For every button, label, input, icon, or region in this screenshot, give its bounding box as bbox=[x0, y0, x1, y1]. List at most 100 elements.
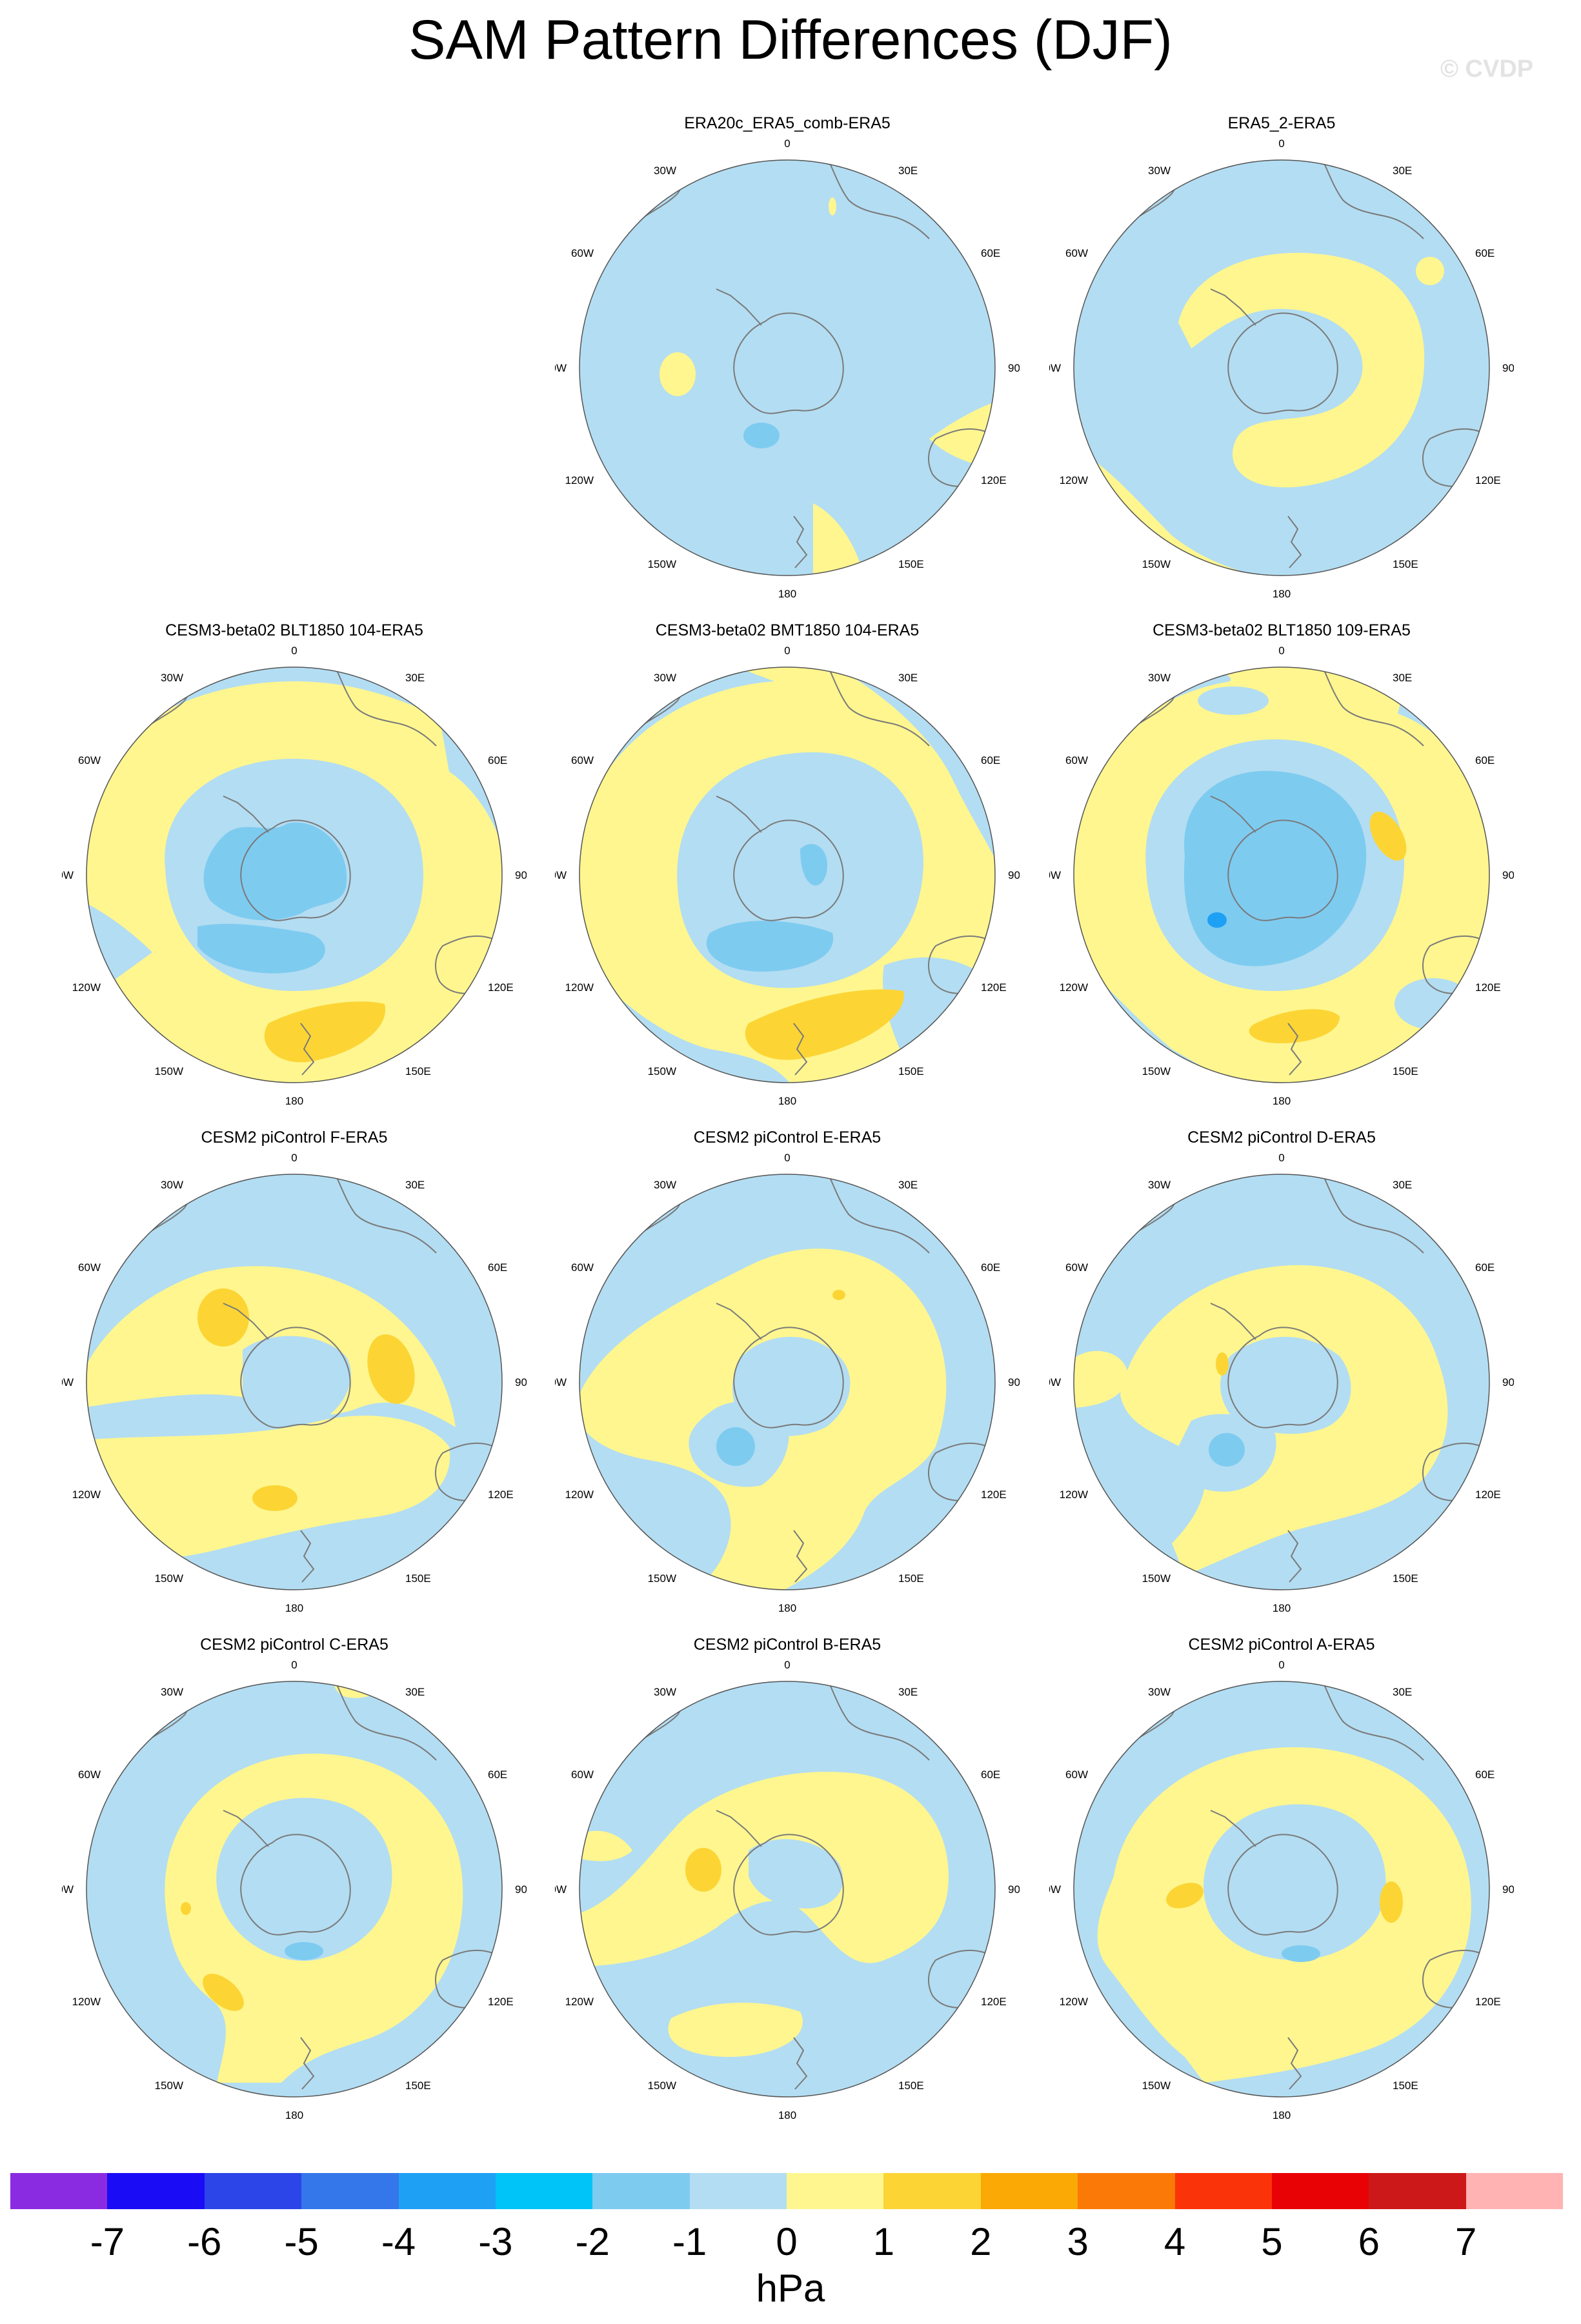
lon-label-90e: 90E bbox=[1502, 362, 1514, 374]
colorbar-swatch bbox=[883, 2173, 982, 2209]
lon-label-90w: 90W bbox=[555, 869, 567, 881]
panel-title: CESM2 piControl A-ERA5 bbox=[1188, 1636, 1375, 1654]
lon-label-60w: 60W bbox=[78, 1768, 101, 1781]
lon-label-150e: 150E bbox=[898, 1065, 924, 1077]
colorbar-swatch bbox=[1369, 2173, 1467, 2209]
lon-label-90e: 90E bbox=[1502, 1883, 1514, 1896]
colorbar-swatch bbox=[592, 2173, 690, 2209]
colorbar-tick-label: 3 bbox=[1067, 2220, 1089, 2263]
lon-label-120e: 120E bbox=[1475, 981, 1501, 994]
panel-title: CESM3-beta02 BLT1850 109-ERA5 bbox=[1153, 621, 1411, 639]
lon-label-180: 180 bbox=[285, 2109, 303, 2121]
colorbar-swatch bbox=[689, 2173, 787, 2209]
colorbar-swatch bbox=[10, 2173, 108, 2209]
lon-label-60e: 60E bbox=[981, 1768, 1000, 1781]
map-panel-7: CESM2 piControl E-ERA5 0 30E 60E 90E 120… bbox=[555, 1128, 1020, 1618]
lon-label-60e: 60E bbox=[1475, 247, 1495, 259]
colorbar-swatch bbox=[787, 2173, 885, 2209]
lon-label-120e: 120E bbox=[981, 474, 1007, 486]
lon-label-120w: 120W bbox=[1060, 1996, 1088, 2008]
lon-label-30e: 30E bbox=[1393, 1686, 1412, 1698]
colorbar bbox=[10, 2173, 1564, 2209]
lon-label-150w: 150W bbox=[1142, 558, 1171, 570]
lon-label-30e: 30E bbox=[1393, 1179, 1412, 1191]
map-panel-9: CESM2 piControl C-ERA5 0 30E 60E 90E 120… bbox=[62, 1635, 527, 2125]
lon-label-0: 0 bbox=[1278, 1152, 1284, 1164]
lon-label-60w: 60W bbox=[571, 1261, 594, 1274]
lon-label-180: 180 bbox=[1273, 2109, 1291, 2121]
lon-label-30e: 30E bbox=[898, 1686, 918, 1698]
lon-label-0: 0 bbox=[291, 1659, 297, 1671]
lon-label-0: 0 bbox=[784, 645, 790, 657]
lon-label-30w: 30W bbox=[1148, 1686, 1171, 1698]
lon-label-0: 0 bbox=[784, 1659, 790, 1671]
lon-label-180: 180 bbox=[778, 588, 796, 600]
lon-label-90w: 90W bbox=[1049, 1376, 1061, 1388]
lon-label-180: 180 bbox=[1273, 1095, 1291, 1107]
colorbar-tick-label: -6 bbox=[187, 2220, 222, 2263]
lon-label-60e: 60E bbox=[488, 1768, 507, 1781]
colorbar-tick-label: 7 bbox=[1455, 2220, 1477, 2263]
colorbar-tick-label: -4 bbox=[381, 2220, 416, 2263]
polar-map: 0 30E 60E 90E 120E 150E 180 150W 120W 90… bbox=[555, 1152, 1020, 1614]
lon-label-90e: 90E bbox=[1502, 1376, 1514, 1388]
colorbar-tick-label: 6 bbox=[1358, 2220, 1380, 2263]
colorbar-tick-label: -1 bbox=[672, 2220, 707, 2263]
polar-map: 0 30E 60E 90E 120E 150E 180 150W 120W 90… bbox=[62, 1152, 527, 1614]
lon-label-60e: 60E bbox=[1475, 1261, 1495, 1274]
lon-label-60w: 60W bbox=[1065, 754, 1088, 766]
polar-map: 0 30E 60E 90E 120E 150E 180 150W 120W 90… bbox=[62, 1659, 527, 2121]
colorbar-tick-label: -5 bbox=[284, 2220, 319, 2263]
figure-title: SAM Pattern Differences (DJF) bbox=[408, 9, 1173, 71]
colorbar-tick-label: 2 bbox=[970, 2220, 992, 2263]
lon-label-120w: 120W bbox=[565, 1488, 594, 1501]
lon-label-90w: 90W bbox=[62, 1376, 74, 1388]
lon-label-150w: 150W bbox=[155, 1572, 183, 1585]
lon-label-180: 180 bbox=[285, 1095, 303, 1107]
colorbar-swatch bbox=[1465, 2173, 1564, 2209]
lon-label-0: 0 bbox=[291, 1152, 297, 1164]
polar-map: 0 30E 60E 90E 120E 150E 180 150W 120W 90… bbox=[1049, 645, 1514, 1107]
map-panel-10: CESM2 piControl B-ERA5 0 30E 60E 90E 120… bbox=[555, 1635, 1020, 2125]
lon-label-90e: 90E bbox=[1008, 1376, 1020, 1388]
colorbar-tick-label: -7 bbox=[90, 2220, 125, 2263]
lon-label-180: 180 bbox=[778, 1602, 796, 1614]
lon-label-120e: 120E bbox=[981, 1996, 1007, 2008]
polar-map: 0 30E 60E 90E 120E 150E 180 150W 120W 90… bbox=[62, 645, 527, 1107]
colorbar-swatch bbox=[980, 2173, 1079, 2209]
watermark: © CVDP bbox=[1440, 55, 1534, 83]
polar-map: 0 30E 60E 90E 120E 150E 180 150W 120W 90… bbox=[555, 1659, 1020, 2121]
lon-label-0: 0 bbox=[1278, 645, 1284, 657]
polar-map: 0 30E 60E 90E 120E 150E 180 150W 120W 90… bbox=[555, 137, 1020, 600]
lon-label-120w: 120W bbox=[1060, 1488, 1088, 1501]
lon-label-150w: 150W bbox=[1142, 1065, 1171, 1077]
colorbar-tick-label: 0 bbox=[776, 2220, 798, 2263]
map-panel-4: CESM3-beta02 BMT1850 104-ERA5 0 30E 60E … bbox=[555, 621, 1020, 1111]
lon-label-90w: 90W bbox=[1049, 869, 1061, 881]
colorbar-swatch bbox=[301, 2173, 399, 2209]
lon-label-30e: 30E bbox=[405, 672, 425, 684]
lon-label-60e: 60E bbox=[1475, 754, 1495, 766]
lon-label-60w: 60W bbox=[1065, 247, 1088, 259]
lon-label-120e: 120E bbox=[1475, 1488, 1501, 1501]
lon-label-30e: 30E bbox=[405, 1179, 425, 1191]
lon-label-60w: 60W bbox=[78, 754, 101, 766]
lon-label-60w: 60W bbox=[571, 247, 594, 259]
colorbar-tick-label: -2 bbox=[575, 2220, 610, 2263]
lon-label-90e: 90E bbox=[515, 1376, 527, 1388]
lon-label-30w: 30W bbox=[654, 1686, 676, 1698]
lon-label-90e: 90E bbox=[515, 869, 527, 881]
lon-label-90e: 90E bbox=[1008, 362, 1020, 374]
panel-title: CESM3-beta02 BMT1850 104-ERA5 bbox=[655, 621, 920, 639]
map-panel-1: ERA20c_ERA5_comb-ERA5 0 30E 60E 90E 120E… bbox=[555, 114, 1020, 604]
lon-label-120e: 120E bbox=[981, 981, 1007, 994]
lon-label-120w: 120W bbox=[1060, 981, 1088, 994]
lon-label-150w: 150W bbox=[648, 1572, 676, 1585]
lon-label-90e: 90E bbox=[515, 1883, 527, 1896]
colorbar-swatch bbox=[398, 2173, 496, 2209]
lon-label-0: 0 bbox=[784, 1152, 790, 1164]
lon-label-90w: 90W bbox=[62, 1883, 74, 1896]
lon-label-90w: 90W bbox=[555, 1376, 567, 1388]
colorbar-tick-label: 5 bbox=[1261, 2220, 1283, 2263]
lon-label-120w: 120W bbox=[72, 981, 101, 994]
